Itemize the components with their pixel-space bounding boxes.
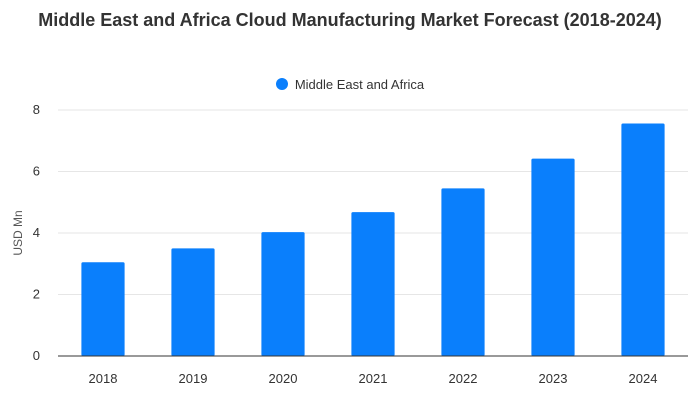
- y-axis-label: USD Mn: [11, 210, 25, 255]
- x-tick-label: 2022: [449, 371, 478, 386]
- bar-2018: [81, 262, 125, 356]
- bar-2024: [621, 123, 665, 356]
- bars: [81, 123, 665, 356]
- x-tick-label: 2023: [539, 371, 568, 386]
- x-tick-label: 2018: [89, 371, 118, 386]
- x-axis-ticks: 2018 2019 2020 2021 2022 2023 2024: [89, 371, 658, 386]
- chart-title: Middle East and Africa Cloud Manufacturi…: [38, 10, 662, 30]
- bar-2022: [441, 188, 485, 356]
- legend-swatch: [275, 78, 288, 90]
- x-tick-label: 2024: [629, 371, 658, 386]
- x-tick-label: 2021: [359, 371, 388, 386]
- y-tick-label: 4: [33, 225, 40, 240]
- bar-2023: [531, 158, 575, 356]
- x-tick-label: 2019: [179, 371, 208, 386]
- bar-2020: [261, 232, 305, 356]
- bar-2019: [171, 248, 215, 356]
- y-tick-label: 2: [33, 287, 40, 302]
- bar-2021: [351, 212, 395, 356]
- x-tick-label: 2020: [269, 371, 298, 386]
- legend: Middle East and Africa: [0, 75, 700, 93]
- legend-label: Middle East and Africa: [294, 76, 425, 92]
- y-tick-label: 6: [33, 164, 40, 179]
- y-tick-label: 0: [33, 348, 40, 363]
- y-axis-ticks: 0 2 4 6 8: [33, 102, 40, 363]
- y-tick-label: 8: [33, 102, 40, 117]
